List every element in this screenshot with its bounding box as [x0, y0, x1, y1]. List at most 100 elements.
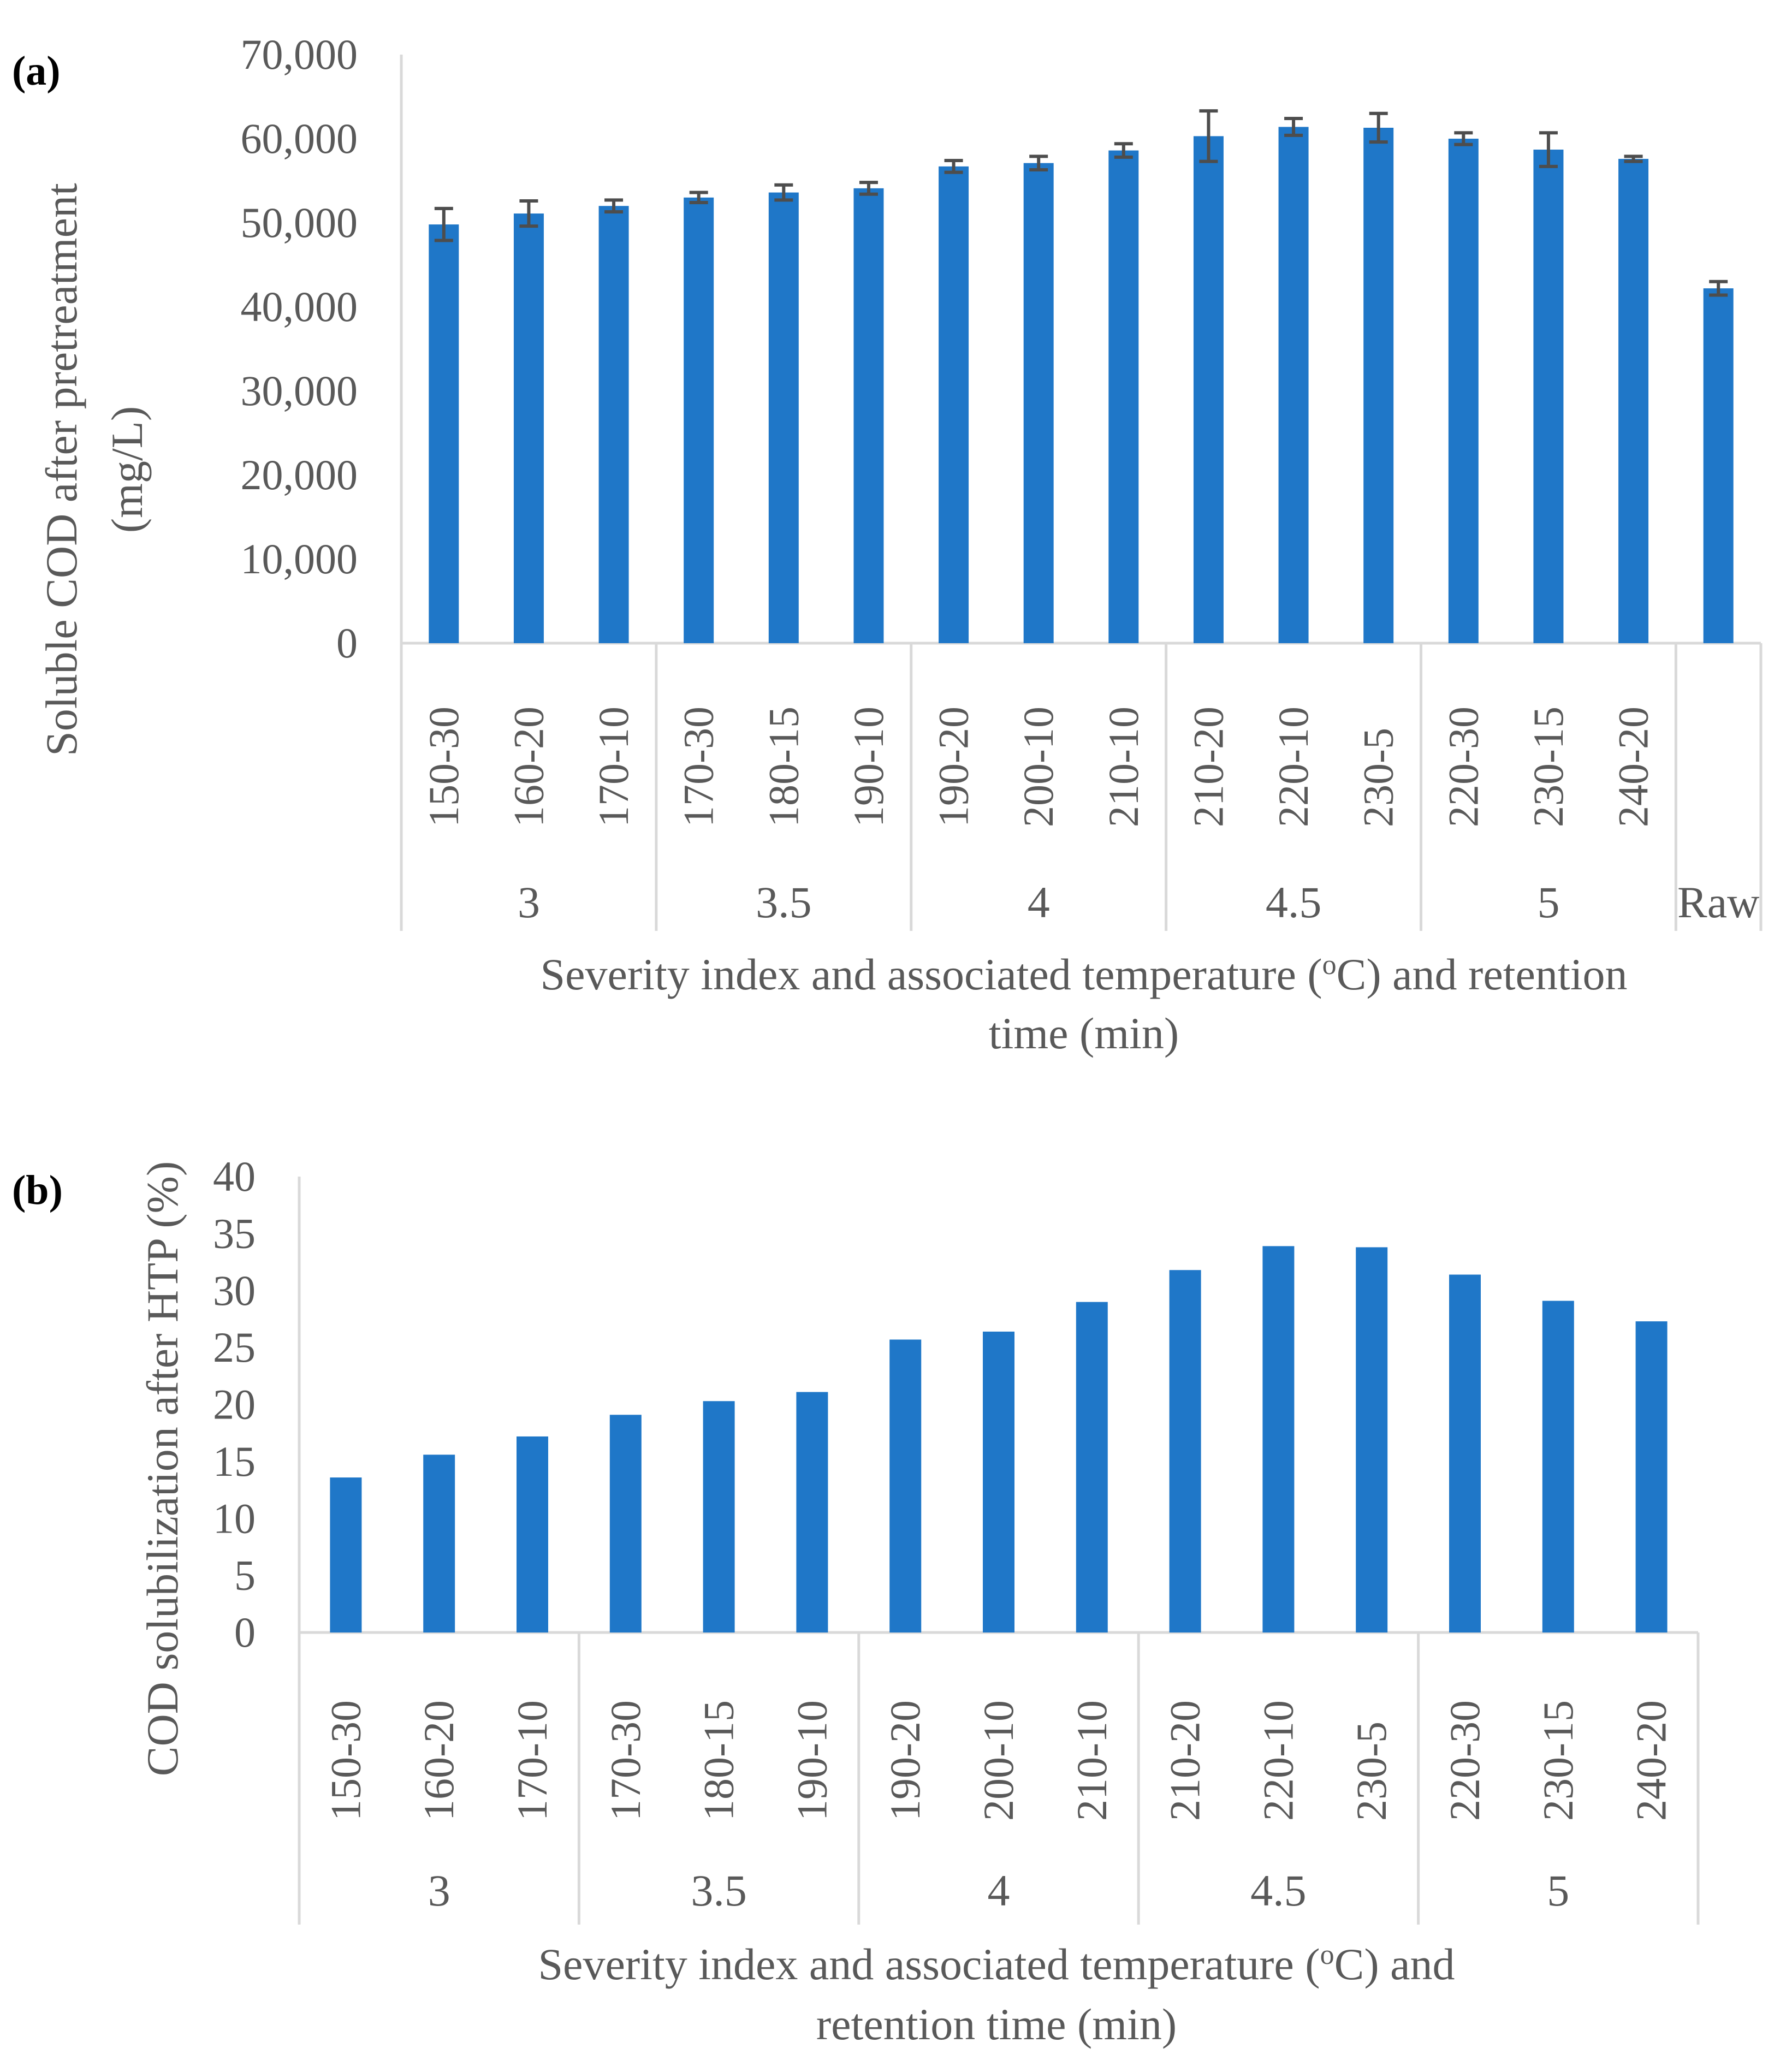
x-axis-title-part: C) and retention [1337, 949, 1628, 999]
bar [1169, 1270, 1201, 1632]
group-label: Raw [1677, 877, 1759, 927]
category-label: 220-30 [1441, 1700, 1488, 1821]
category-label: 220-10 [1269, 707, 1317, 827]
category-label: 240-20 [1628, 1700, 1675, 1821]
category-label: 150-30 [420, 707, 467, 827]
error-bar [944, 159, 963, 174]
y-axis-title: Soluble COD after pretreatment [37, 183, 86, 756]
x-axis-title-part: Severity index and associated temperatur… [540, 949, 1322, 999]
category-label: 190-20 [930, 707, 977, 827]
category-label: 190-20 [881, 1700, 929, 1821]
group-label: 5 [1547, 1866, 1569, 1915]
y-tick-label: 70,000 [241, 31, 358, 78]
category-label: 230-15 [1524, 707, 1572, 827]
error-bar [604, 198, 624, 213]
x-axis-title: Severity index and associated temperatur… [538, 1939, 1455, 1989]
category-label: 200-10 [975, 1700, 1022, 1821]
group-label: 4.5 [1266, 877, 1322, 927]
group-label: 3 [428, 1866, 450, 1915]
category-label: 220-10 [1254, 1700, 1302, 1821]
bar [1618, 158, 1649, 644]
category-label: 160-20 [415, 1700, 462, 1821]
category-label: 170-10 [590, 707, 637, 827]
bar [1023, 163, 1054, 643]
y-tick-label: 0 [336, 619, 358, 667]
bar [330, 1477, 362, 1632]
category-label: 160-20 [505, 707, 552, 827]
bar [1449, 1274, 1481, 1632]
category-label: 190-10 [845, 707, 892, 827]
panel-label: (b) [12, 1167, 63, 1213]
bar [1542, 1301, 1574, 1632]
x-axis-title-part: C) and [1334, 1939, 1455, 1989]
category-label: 230-5 [1348, 1721, 1395, 1821]
category-label: 180-15 [695, 1700, 743, 1821]
y-tick-label: 5 [234, 1552, 256, 1599]
error-bar [689, 191, 708, 205]
category-label: 230-15 [1534, 1700, 1582, 1821]
error-bar [519, 199, 538, 228]
error-bar [1284, 117, 1303, 137]
error-bar [774, 183, 793, 202]
bar [1193, 136, 1224, 643]
group-label: 3.5 [691, 1866, 747, 1915]
error-bar [1454, 131, 1473, 146]
bar [889, 1339, 922, 1632]
bar [1363, 127, 1394, 644]
category-label: 170-10 [508, 1700, 556, 1821]
y-tick-label: 10 [213, 1494, 256, 1542]
bar [423, 1454, 455, 1632]
bar [1262, 1246, 1295, 1632]
bar [429, 224, 459, 644]
category-label: 170-30 [602, 1700, 649, 1821]
bar [517, 1436, 548, 1632]
bar [768, 192, 799, 643]
category-label: 210-20 [1161, 1700, 1209, 1821]
bar [703, 1401, 735, 1632]
error-bar [1369, 111, 1388, 144]
bar [1278, 127, 1309, 643]
error-bar [1709, 280, 1728, 297]
bar [983, 1331, 1014, 1632]
error-bar [1539, 131, 1558, 168]
bar [1356, 1247, 1388, 1632]
category-label: 220-30 [1439, 707, 1487, 827]
error-bar [1199, 109, 1218, 163]
y-tick-label: 20 [213, 1381, 256, 1428]
bar [1533, 150, 1564, 643]
group-label: 4.5 [1250, 1866, 1307, 1915]
panel-label: (a) [12, 48, 61, 94]
x-axis-title: Severity index and associated temperatur… [540, 949, 1627, 999]
category-label: 240-20 [1610, 707, 1657, 827]
category-label: 200-10 [1014, 707, 1062, 827]
error-bar [1624, 155, 1643, 163]
y-tick-label: 60,000 [241, 115, 358, 162]
error-bar [434, 206, 453, 242]
category-label: 170-30 [675, 707, 722, 827]
bar [796, 1392, 828, 1632]
group-label: 3 [518, 877, 540, 927]
group-label: 4 [988, 1866, 1010, 1915]
bar [598, 206, 629, 643]
y-tick-label: 35 [213, 1209, 256, 1257]
x-axis-title-superscript: o [1322, 949, 1337, 981]
category-label: 150-30 [322, 1700, 369, 1821]
bar [1703, 288, 1734, 643]
y-tick-label: 0 [234, 1608, 256, 1656]
group-label: 4 [1028, 877, 1050, 927]
bar [513, 213, 544, 643]
category-label: 180-15 [759, 707, 807, 827]
y-tick-label: 50,000 [241, 199, 358, 246]
category-label: 210-10 [1100, 707, 1147, 827]
bar [609, 1415, 642, 1632]
bar [1635, 1321, 1668, 1632]
category-label: 230-5 [1355, 728, 1402, 827]
y-tick-label: 15 [213, 1438, 256, 1485]
error-bar [859, 181, 878, 196]
error-bar [1029, 155, 1048, 171]
y-tick-label: 20,000 [241, 451, 358, 498]
x-axis-title-line2: retention time (min) [816, 1999, 1177, 2049]
bar [1108, 150, 1139, 643]
bar [939, 166, 969, 643]
